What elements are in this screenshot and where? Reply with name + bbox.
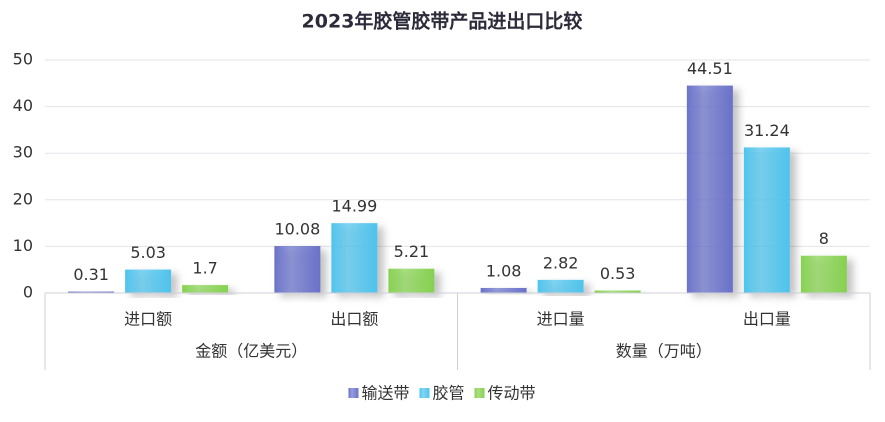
bar [800, 255, 847, 293]
data-label: 31.24 [744, 121, 790, 140]
legend-label: 传动带 [488, 384, 536, 403]
data-label: 0.31 [73, 265, 109, 284]
data-label: 1.08 [486, 261, 522, 280]
bar [480, 287, 527, 293]
y-tick-label: 10 [13, 236, 33, 255]
chart-title: 2023年胶管胶带产品进出口比较 [302, 10, 583, 33]
bar [537, 279, 584, 293]
data-label: 5.21 [394, 242, 430, 261]
bar [182, 285, 229, 293]
legend-swatch [419, 388, 430, 398]
legend-swatch [474, 388, 485, 398]
data-label: 10.08 [274, 220, 320, 239]
data-label: 5.03 [130, 243, 166, 262]
legend: 输送带 胶管 传动带 [348, 384, 536, 403]
data-label: 14.99 [331, 197, 377, 216]
y-tick-label: 20 [13, 189, 33, 208]
bar [743, 147, 790, 293]
y-tick-label: 30 [13, 143, 33, 162]
x-tick-label: 进口额 [124, 310, 172, 329]
bar [274, 246, 321, 293]
data-label: 1.7 [192, 259, 217, 278]
data-label: 8 [819, 229, 829, 248]
x-tick-label: 进口量 [537, 310, 585, 329]
legend-label: 输送带 [361, 384, 409, 403]
x-tick-label: 出口量 [743, 310, 791, 329]
bar [125, 269, 172, 293]
y-tick-label: 0 [23, 283, 33, 302]
data-label: 44.51 [687, 59, 733, 78]
data-label: 2.82 [543, 253, 579, 272]
y-tick-label: 40 [13, 96, 33, 115]
bar [686, 85, 733, 293]
group-label: 金额（亿美元） [195, 342, 307, 361]
legend-label: 胶管 [432, 384, 464, 403]
legend-swatch [348, 388, 359, 398]
data-label: 0.53 [600, 264, 636, 283]
bar [68, 291, 115, 293]
group-label: 数量（万吨） [616, 342, 712, 361]
bar [388, 268, 435, 293]
x-tick-label: 出口额 [330, 310, 378, 329]
bar [594, 290, 641, 293]
y-tick-label: 50 [13, 50, 33, 69]
bar [331, 223, 378, 293]
